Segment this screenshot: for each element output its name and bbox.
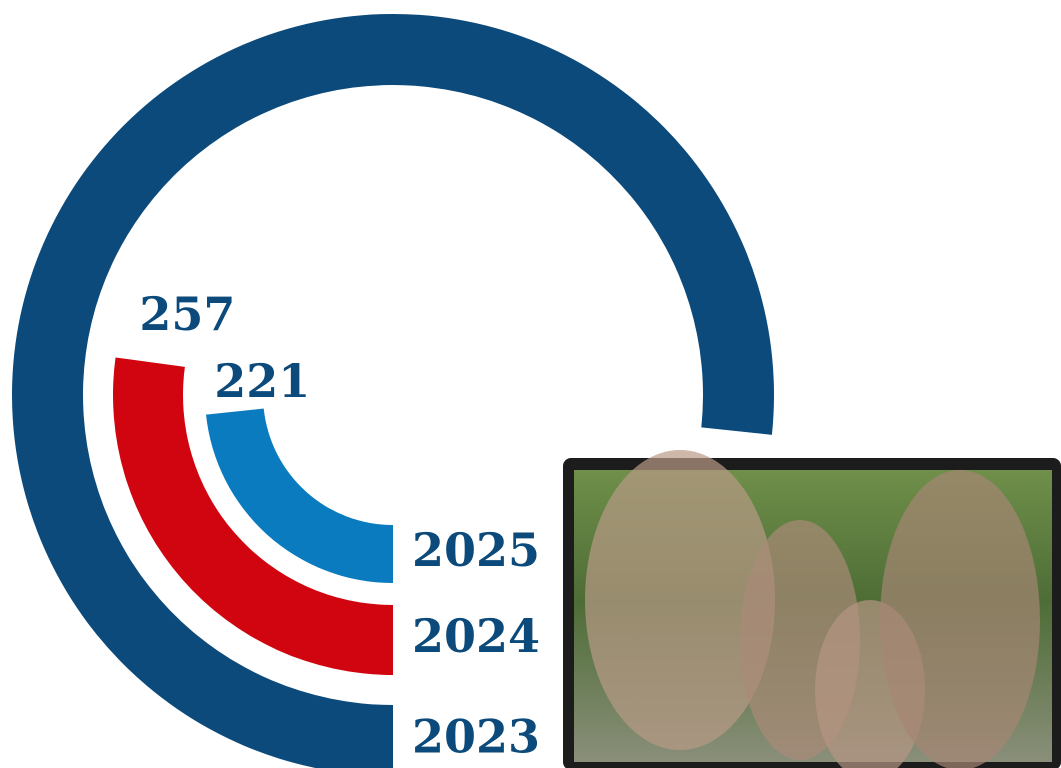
category-label: 2023 [412,710,540,764]
category-label: 2025 [412,523,540,577]
value-label: 221 [214,354,310,408]
photo-figure [585,450,775,750]
rings: 726202325720242212025 [12,14,842,768]
photo-figure [880,470,1040,768]
value-label: 257 [139,287,235,341]
photo [563,450,1061,768]
category-label: 2024 [412,609,540,663]
ring-bar [206,408,393,583]
ring-bar [112,357,394,675]
